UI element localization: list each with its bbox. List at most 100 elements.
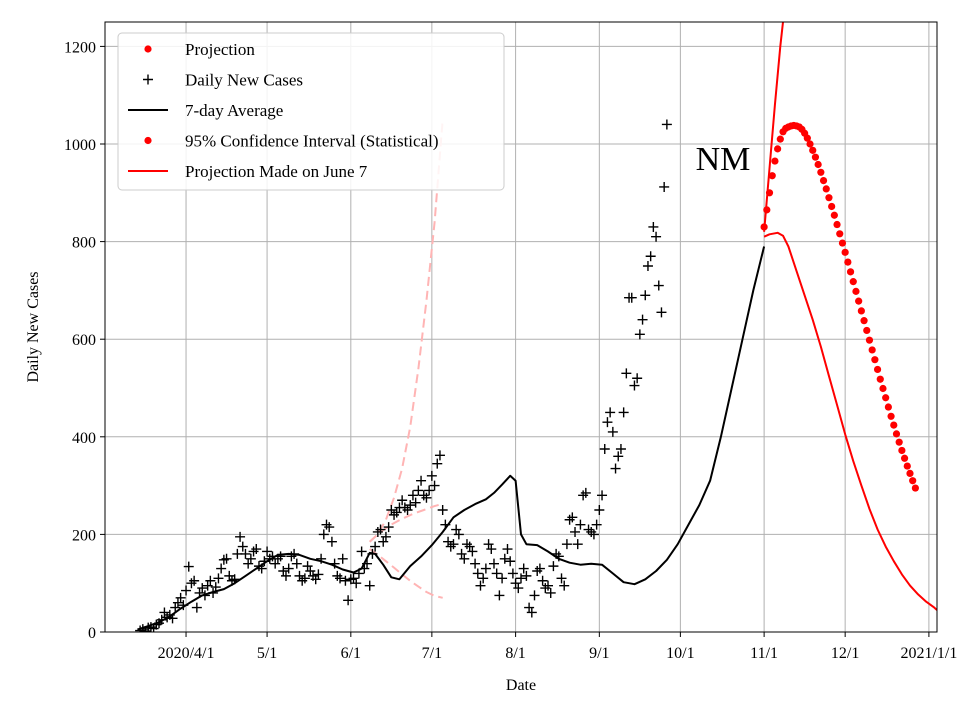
daily-case-marker bbox=[280, 570, 291, 581]
daily-case-marker bbox=[472, 568, 483, 579]
series-june-7-ci-lower bbox=[369, 548, 443, 599]
daily-case-marker bbox=[648, 221, 659, 232]
projection-point bbox=[892, 430, 901, 438]
daily-case-marker bbox=[615, 444, 626, 454]
projection-point bbox=[855, 297, 863, 305]
projection-point bbox=[774, 145, 782, 153]
daily-case-marker bbox=[661, 119, 672, 130]
daily-case-marker bbox=[494, 590, 505, 601]
daily-case-marker bbox=[335, 573, 346, 584]
daily-case-marker bbox=[181, 585, 192, 596]
daily-case-marker bbox=[513, 583, 524, 594]
daily-case-marker bbox=[240, 548, 251, 559]
x-tick-label: 10/1 bbox=[666, 645, 694, 662]
daily-case-marker bbox=[545, 587, 556, 598]
daily-case-marker bbox=[432, 458, 443, 469]
daily-case-marker bbox=[594, 505, 605, 515]
projection-point bbox=[865, 336, 874, 344]
daily-case-marker bbox=[556, 573, 567, 584]
daily-case-marker bbox=[313, 569, 324, 580]
daily-case-marker bbox=[632, 373, 643, 384]
daily-case-marker bbox=[480, 563, 491, 574]
daily-case-marker bbox=[580, 487, 591, 498]
daily-case-marker bbox=[529, 590, 540, 601]
y-axis-label: Daily New Cases bbox=[25, 271, 42, 382]
projection-point bbox=[841, 248, 849, 256]
daily-case-marker bbox=[364, 580, 375, 591]
daily-case-marker bbox=[516, 573, 526, 584]
daily-case-marker bbox=[486, 544, 497, 555]
projection-point bbox=[768, 172, 776, 180]
y-tick-label: 200 bbox=[72, 527, 96, 544]
daily-case-marker bbox=[607, 426, 618, 437]
projection-point bbox=[909, 477, 917, 485]
projection-point bbox=[911, 484, 919, 492]
projection-point bbox=[868, 346, 876, 354]
daily-case-marker bbox=[326, 536, 337, 547]
x-tick-label: 2021/1/1 bbox=[900, 645, 957, 662]
projection-point bbox=[819, 177, 828, 185]
daily-case-marker bbox=[175, 592, 186, 603]
projection-point bbox=[833, 220, 841, 229]
legend-dot-marker bbox=[144, 136, 152, 145]
daily-case-marker bbox=[567, 512, 578, 523]
legend-label: 95% Confidence Interval (Statistical) bbox=[185, 132, 439, 151]
y-tick-label: 0 bbox=[88, 625, 96, 642]
daily-case-marker bbox=[343, 595, 354, 606]
projection-point bbox=[863, 326, 871, 335]
daily-case-marker bbox=[324, 522, 335, 533]
daily-case-marker bbox=[470, 558, 481, 569]
y-tick-label: 800 bbox=[72, 235, 96, 252]
daily-case-marker bbox=[634, 329, 645, 340]
daily-case-marker bbox=[337, 553, 348, 564]
daily-case-marker bbox=[572, 539, 583, 550]
series-group bbox=[135, 22, 937, 632]
daily-case-marker bbox=[642, 261, 653, 271]
projection-point bbox=[763, 206, 771, 214]
series-june-7-ci-middle bbox=[369, 502, 443, 543]
projection-point bbox=[857, 307, 865, 315]
daily-case-marker bbox=[429, 480, 440, 491]
series-june-7-ci-upper bbox=[369, 119, 444, 543]
daily-case-marker bbox=[588, 529, 599, 540]
daily-case-marker bbox=[283, 563, 294, 574]
daily-case-marker bbox=[491, 568, 502, 579]
daily-case-marker bbox=[599, 444, 610, 454]
projection-point bbox=[846, 268, 855, 276]
projection-point bbox=[760, 223, 768, 231]
daily-case-marker bbox=[235, 531, 246, 542]
daily-case-marker bbox=[561, 539, 572, 550]
projection-point bbox=[817, 168, 825, 176]
daily-case-marker bbox=[507, 568, 518, 579]
projection-point bbox=[825, 194, 833, 202]
series-daily-new-cases bbox=[135, 119, 672, 632]
x-tick-label: 2020/4/1 bbox=[158, 645, 215, 662]
daily-case-marker bbox=[499, 553, 510, 564]
projection-point bbox=[811, 153, 820, 161]
daily-case-marker bbox=[426, 470, 437, 481]
daily-case-marker bbox=[299, 573, 310, 584]
projection-point bbox=[765, 189, 774, 197]
daily-case-marker bbox=[575, 519, 586, 530]
projection-point bbox=[906, 469, 914, 477]
daily-case-marker bbox=[651, 231, 662, 242]
daily-case-marker bbox=[191, 602, 202, 613]
daily-case-marker bbox=[602, 417, 613, 428]
daily-case-marker bbox=[548, 561, 559, 572]
daily-case-marker bbox=[618, 407, 629, 418]
daily-case-marker bbox=[410, 497, 421, 508]
projection-point bbox=[895, 438, 903, 446]
projection-point bbox=[803, 134, 811, 142]
daily-case-marker bbox=[205, 575, 216, 586]
series-line-projection-made-on-june-7 bbox=[763, 231, 937, 612]
projection-point bbox=[876, 375, 884, 383]
series-95-confidence-interval-statistical bbox=[763, 22, 785, 232]
daily-case-marker bbox=[537, 575, 548, 586]
daily-case-marker bbox=[621, 368, 632, 379]
daily-case-marker bbox=[351, 578, 362, 589]
series-projection bbox=[760, 121, 919, 492]
x-axis-label: Date bbox=[506, 677, 536, 694]
x-tick-label: 5/1 bbox=[257, 645, 277, 662]
series-line-7-day-average bbox=[137, 246, 766, 631]
daily-case-marker bbox=[467, 546, 478, 557]
